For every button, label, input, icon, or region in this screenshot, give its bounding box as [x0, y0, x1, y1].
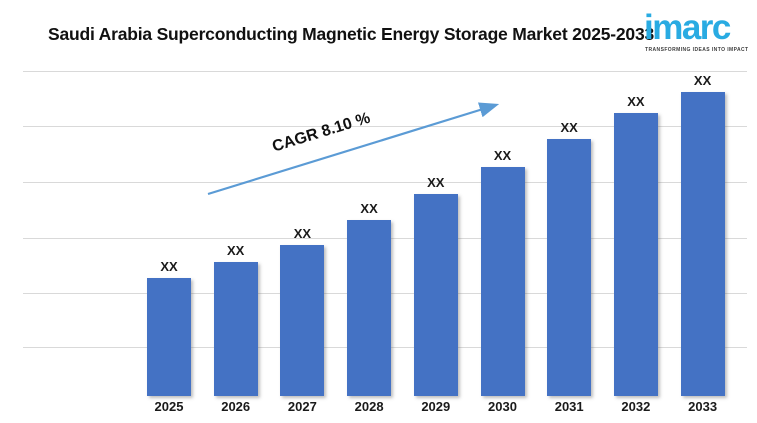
- bar-value-label-2031: XX: [560, 120, 578, 135]
- bar-2029: [413, 194, 458, 396]
- imarc-logo-wordmark: imarc: [644, 8, 731, 47]
- bar-value-label-2025: XX: [160, 259, 178, 274]
- gridline: [23, 182, 747, 183]
- x-axis-label-2025: 2025: [154, 399, 184, 414]
- x-axis-label-2027: 2027: [287, 399, 317, 414]
- x-axis-label-2033: 2033: [688, 399, 718, 414]
- x-axis-label-2031: 2031: [554, 399, 584, 414]
- bar-value-label-2029: XX: [427, 175, 445, 190]
- bar-2025: [147, 278, 191, 396]
- bar-2031: [547, 139, 592, 396]
- x-axis-label-2026: 2026: [221, 399, 251, 414]
- gridline: [23, 71, 747, 72]
- bar-2032: [613, 113, 658, 396]
- bar-value-label-2027: XX: [293, 226, 312, 241]
- imarc-logo: imarc TRANSFORMING IDEAS INTO IMPACT: [644, 6, 754, 56]
- bar-value-label-2028: XX: [360, 201, 378, 216]
- bar-2026: [213, 262, 258, 396]
- x-axis-label-2032: 2032: [621, 399, 651, 414]
- bar-2030: [480, 167, 525, 396]
- x-axis-label-2028: 2028: [354, 399, 384, 414]
- x-axis-label-2030: 2030: [488, 399, 517, 414]
- bar-2033: [680, 92, 725, 396]
- bar-2028: [347, 220, 392, 396]
- page-title: Saudi Arabia Superconducting Magnetic En…: [48, 24, 655, 44]
- bar-value-label-2026: XX: [227, 243, 245, 258]
- gridline: [23, 126, 747, 127]
- x-axis-label-2029: 2029: [421, 399, 451, 414]
- bar-2027: [280, 245, 325, 396]
- bar-value-label-2032: XX: [627, 94, 645, 109]
- imarc-logo-tagline: TRANSFORMING IDEAS INTO IMPACT: [645, 47, 749, 53]
- bar-value-label-2033: XX: [693, 73, 712, 88]
- bar-value-label-2030: XX: [493, 148, 512, 163]
